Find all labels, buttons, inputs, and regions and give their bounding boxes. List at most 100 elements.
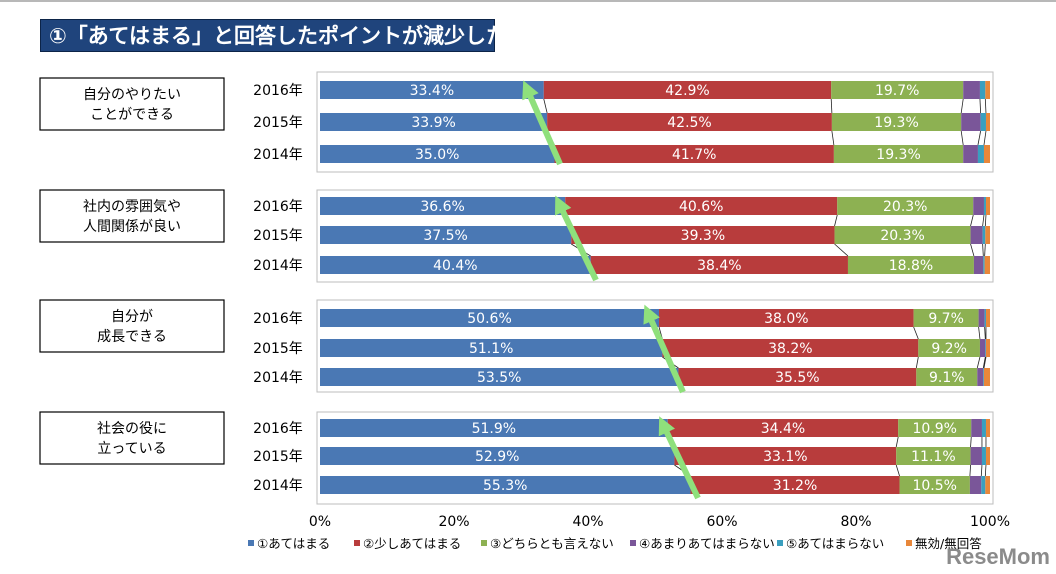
bar-segment	[543, 81, 832, 99]
bar-segment	[896, 447, 971, 465]
year-label: 2016年	[253, 199, 303, 215]
group-label-box	[39, 411, 225, 465]
data-label: 19.7%	[875, 83, 919, 99]
year-label: 2015年	[253, 228, 303, 244]
bar-segment	[981, 419, 986, 437]
year-label: 2016年	[253, 83, 303, 99]
bar-segment	[831, 113, 962, 131]
bar-segment	[320, 309, 660, 327]
series-connector-line	[980, 464, 983, 477]
series-connector-line	[982, 243, 984, 257]
series-connector-line	[895, 464, 900, 477]
series-connector-line	[895, 436, 899, 448]
bar-segment	[565, 197, 838, 215]
year-label: 2016年	[253, 421, 303, 437]
data-label: 51.1%	[469, 341, 513, 357]
bar-segment	[667, 419, 899, 437]
year-label: 2014年	[253, 147, 303, 163]
series-connector-line	[960, 130, 964, 146]
trend-arrow	[554, 195, 599, 282]
series-connector-line	[984, 98, 987, 114]
data-label: 41.7%	[672, 147, 716, 163]
data-label: 38.0%	[764, 311, 808, 327]
series-connector-line	[982, 356, 986, 369]
series-connector-line	[976, 356, 981, 369]
data-label: 20.3%	[880, 228, 924, 244]
bar-segment	[973, 197, 984, 215]
bar-segment	[320, 368, 679, 386]
bar-segment	[320, 256, 591, 274]
bar-segment	[983, 197, 986, 215]
series-connector-line	[983, 130, 987, 146]
bar-segment	[834, 226, 971, 244]
series-connector-line	[970, 243, 975, 257]
data-label: 55.3%	[483, 478, 527, 494]
legend-swatch	[354, 540, 360, 546]
data-label: 35.5%	[775, 370, 819, 386]
legend-label: 無効/無回答	[915, 536, 982, 551]
x-tick-label: 100%	[970, 514, 1010, 530]
year-label: 2014年	[253, 370, 303, 386]
legend-label: ④あまりあてはまらない	[639, 536, 775, 551]
series-connector-line	[830, 98, 833, 114]
bar-segment	[837, 197, 974, 215]
legend-label: ①あてはまる	[257, 536, 330, 551]
data-label: 42.5%	[667, 115, 711, 131]
bar-segment	[985, 309, 990, 327]
data-label: 33.1%	[763, 449, 807, 465]
bar-segment	[831, 81, 964, 99]
data-label: 40.4%	[433, 258, 477, 274]
series-connector-line	[982, 214, 985, 227]
group-label-line: 成長できる	[97, 329, 167, 345]
group-label-box	[39, 77, 225, 131]
bar-segment	[984, 309, 986, 327]
bar-segment	[985, 339, 986, 357]
series-connector-line	[543, 98, 548, 114]
bar-segment	[985, 226, 990, 244]
series-connector-line	[915, 356, 919, 369]
series-connector-line	[978, 326, 981, 340]
data-label: 50.6%	[467, 311, 511, 327]
bar-segment	[977, 145, 984, 163]
bar-segment	[659, 309, 914, 327]
bar-segment	[674, 447, 897, 465]
x-tick-label: 60%	[706, 514, 737, 530]
legend-swatch	[906, 540, 912, 546]
bar-segment	[963, 81, 980, 99]
data-label: 35.0%	[415, 147, 459, 163]
x-tick-label: 0%	[309, 514, 331, 530]
series-connector-line	[984, 243, 986, 257]
bar-segment	[978, 309, 985, 327]
group-label-line: 人間関係が良い	[83, 219, 181, 235]
legend-swatch	[248, 540, 254, 546]
series-connector-line	[984, 214, 987, 227]
bar-segment	[985, 447, 990, 465]
data-label: 31.2%	[773, 478, 817, 494]
data-label: 37.5%	[423, 228, 467, 244]
bar-segment	[918, 339, 980, 357]
bar-segment	[963, 145, 978, 163]
bar-segment	[320, 476, 691, 494]
data-label: 19.3%	[874, 115, 918, 131]
bar-segment	[985, 113, 990, 131]
bar-segment	[983, 256, 985, 274]
series-connector-line	[969, 464, 971, 477]
data-label: 42.9%	[665, 83, 709, 99]
chart-title: ①「あてはまる」と回答したポイントが減少した項目	[40, 19, 549, 52]
bar-segment	[833, 145, 964, 163]
bar-segment	[969, 476, 982, 494]
group-label-line: 自分が	[111, 309, 153, 325]
group-label-box	[39, 189, 225, 243]
trend-arrow	[522, 80, 563, 166]
series-connector-line	[970, 214, 974, 227]
data-label: 9.1%	[929, 370, 965, 386]
series-connector-line	[979, 98, 982, 114]
year-label: 2015年	[253, 115, 303, 131]
group-label-line: ことができる	[90, 107, 174, 123]
bar-segment	[320, 145, 555, 163]
legend-label: ②少しあてはまる	[363, 536, 461, 551]
data-label: 34.4%	[761, 421, 805, 437]
bar-segment	[898, 419, 972, 437]
bar-segment	[571, 226, 835, 244]
